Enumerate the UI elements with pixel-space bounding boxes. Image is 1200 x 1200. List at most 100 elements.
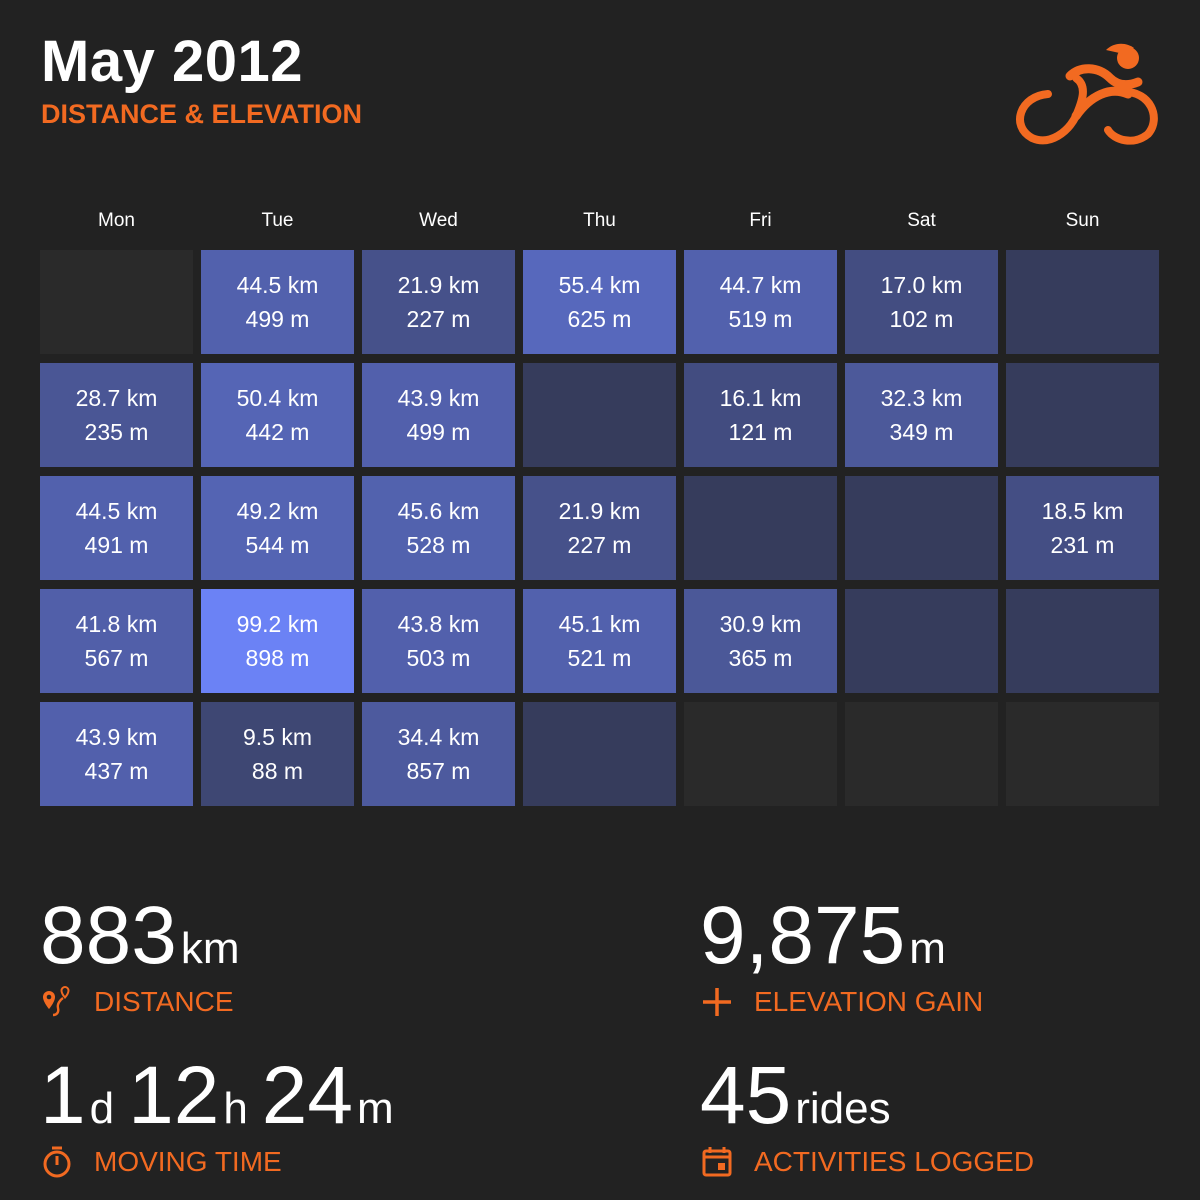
rides-unit: rides bbox=[795, 1084, 891, 1133]
calendar-cell-outside-month bbox=[845, 702, 998, 806]
calendar-icon bbox=[702, 1147, 732, 1177]
cell-distance: 28.7 km bbox=[75, 385, 158, 411]
moving-time-hours: 12 bbox=[128, 1050, 220, 1141]
cyclist-icon bbox=[1016, 43, 1158, 145]
cell-elevation: 491 m bbox=[84, 532, 149, 558]
weekday-header: Mon bbox=[98, 210, 135, 231]
cell-elevation: 437 m bbox=[84, 758, 149, 784]
calendar-cell-ride: 50.4 km 442 m bbox=[201, 363, 354, 467]
days-unit: d bbox=[89, 1084, 115, 1133]
cell-elevation: 503 m bbox=[406, 645, 471, 671]
calendar-cell-ride: 99.2 km 898 m bbox=[201, 589, 354, 693]
calendar-cell-ride: 21.9 km 227 m bbox=[362, 250, 515, 354]
distance-unit: km bbox=[180, 924, 240, 973]
calendar-cell-ride: 41.8 km 567 m bbox=[40, 589, 193, 693]
cell-elevation: 235 m bbox=[84, 419, 149, 445]
plus-icon bbox=[703, 988, 731, 1016]
calendar-cell-no-ride bbox=[845, 589, 998, 693]
distance-label: DISTANCE bbox=[94, 986, 234, 1017]
cell-elevation: 88 m bbox=[251, 758, 304, 784]
cell-distance: 30.9 km bbox=[719, 611, 802, 637]
cell-elevation: 519 m bbox=[728, 306, 793, 332]
cell-elevation: 121 m bbox=[728, 419, 793, 445]
calendar-heatmap: Mon Tue Wed Thu Fri Sat Sun 44.5 km 499 m 21.9 k… bbox=[40, 210, 1160, 806]
cell-elevation: 227 m bbox=[567, 532, 632, 558]
cell-elevation: 227 m bbox=[406, 306, 471, 332]
cell-distance: 45.1 km bbox=[558, 611, 641, 637]
cell-distance: 9.5 km bbox=[242, 724, 313, 750]
calendar-cell-outside-month bbox=[40, 250, 193, 354]
distance-stat: 883km DISTANCE bbox=[40, 895, 253, 1019]
weekday-header: Thu bbox=[583, 210, 616, 231]
moving-time-minutes: 24 bbox=[261, 1050, 354, 1141]
calendar-cell-ride: 55.4 km 625 m bbox=[523, 250, 676, 354]
rides-stat: 45rides ACTIVITIES LOGGED bbox=[700, 1055, 1034, 1179]
cell-distance: 45.6 km bbox=[397, 498, 480, 524]
cell-distance: 17.0 km bbox=[880, 272, 963, 298]
calendar-cell-outside-month bbox=[1006, 702, 1159, 806]
cell-distance: 21.9 km bbox=[558, 498, 641, 524]
cell-elevation: 499 m bbox=[245, 306, 310, 332]
route-pin-icon bbox=[43, 985, 70, 1017]
elevation-value: 9,875 bbox=[700, 890, 906, 981]
elevation-stat: 9,875m ELEVATION GAIN bbox=[700, 895, 983, 1019]
calendar-cell-ride: 44.5 km 499 m bbox=[201, 250, 354, 354]
rides-label: ACTIVITIES LOGGED bbox=[754, 1146, 1035, 1177]
calendar-cell-no-ride bbox=[523, 363, 676, 467]
calendar-cell-no-ride bbox=[684, 476, 837, 580]
cell-distance: 41.8 km bbox=[75, 611, 158, 637]
calendar-cell-ride: 45.6 km 528 m bbox=[362, 476, 515, 580]
cell-distance: 49.2 km bbox=[236, 498, 319, 524]
weekday-header: Sun bbox=[1065, 210, 1100, 231]
cell-distance: 44.5 km bbox=[75, 498, 158, 524]
cell-elevation: 442 m bbox=[245, 419, 310, 445]
calendar-cell-ride: 45.1 km 521 m bbox=[523, 589, 676, 693]
cell-elevation: 898 m bbox=[245, 645, 310, 671]
rides-value: 45 bbox=[700, 1050, 792, 1141]
cell-distance: 43.9 km bbox=[397, 385, 480, 411]
cell-distance: 18.5 km bbox=[1041, 498, 1124, 524]
cell-distance: 43.9 km bbox=[75, 724, 158, 750]
cell-elevation: 521 m bbox=[567, 645, 632, 671]
stopwatch-icon bbox=[43, 1146, 71, 1178]
calendar-cell-ride: 44.5 km 491 m bbox=[40, 476, 193, 580]
cell-distance: 21.9 km bbox=[397, 272, 480, 298]
cell-elevation: 499 m bbox=[406, 419, 471, 445]
elevation-label: ELEVATION GAIN bbox=[754, 986, 984, 1017]
calendar-cell-no-ride bbox=[845, 476, 998, 580]
calendar-cell-ride: 16.1 km 121 m bbox=[684, 363, 837, 467]
cell-distance: 32.3 km bbox=[880, 385, 963, 411]
cell-distance: 99.2 km bbox=[236, 611, 319, 637]
cell-elevation: 625 m bbox=[567, 306, 632, 332]
cell-distance: 34.4 km bbox=[397, 724, 480, 750]
page-subtitle: DISTANCE & ELEVATION bbox=[41, 99, 363, 129]
cell-elevation: 528 m bbox=[406, 532, 471, 558]
cell-distance: 50.4 km bbox=[236, 385, 319, 411]
cell-distance: 44.7 km bbox=[719, 272, 802, 298]
calendar-cell-no-ride bbox=[1006, 250, 1159, 354]
cell-distance: 55.4 km bbox=[558, 272, 641, 298]
cell-elevation: 544 m bbox=[245, 532, 310, 558]
moving-time-days: 1 bbox=[40, 1050, 86, 1141]
cell-elevation: 231 m bbox=[1050, 532, 1115, 558]
calendar-cell-ride: 43.8 km 503 m bbox=[362, 589, 515, 693]
cell-elevation: 567 m bbox=[84, 645, 149, 671]
page-title: May 2012 bbox=[41, 29, 303, 94]
cell-distance: 43.8 km bbox=[397, 611, 480, 637]
calendar-cell-ride: 32.3 km 349 m bbox=[845, 363, 998, 467]
calendar-cell-no-ride bbox=[1006, 589, 1159, 693]
calendar-cell-ride: 17.0 km 102 m bbox=[845, 250, 998, 354]
calendar-cell-ride: 18.5 km 231 m bbox=[1006, 476, 1159, 580]
weekday-header: Tue bbox=[261, 210, 294, 231]
moving-time-label: MOVING TIME bbox=[94, 1146, 282, 1177]
calendar-cell-ride: 44.7 km 519 m bbox=[684, 250, 837, 354]
cell-elevation: 349 m bbox=[889, 419, 954, 445]
moving-time-stat: 1d 12h 24m MOVING TIME bbox=[40, 1055, 408, 1179]
calendar-cell-ride: 43.9 km 499 m bbox=[362, 363, 515, 467]
cell-elevation: 102 m bbox=[889, 306, 954, 332]
cell-elevation: 365 m bbox=[728, 645, 793, 671]
calendar-cell-ride: 34.4 km 857 m bbox=[362, 702, 515, 806]
calendar-cell-ride: 49.2 km 544 m bbox=[201, 476, 354, 580]
elevation-unit: m bbox=[909, 924, 946, 973]
calendar-cell-ride: 9.5 km 88 m bbox=[201, 702, 354, 806]
